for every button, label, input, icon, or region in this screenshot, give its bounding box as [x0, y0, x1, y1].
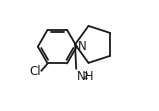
Text: 2: 2	[82, 72, 88, 81]
Text: Cl: Cl	[29, 65, 41, 78]
Text: N: N	[78, 40, 87, 53]
Text: NH: NH	[77, 70, 94, 83]
